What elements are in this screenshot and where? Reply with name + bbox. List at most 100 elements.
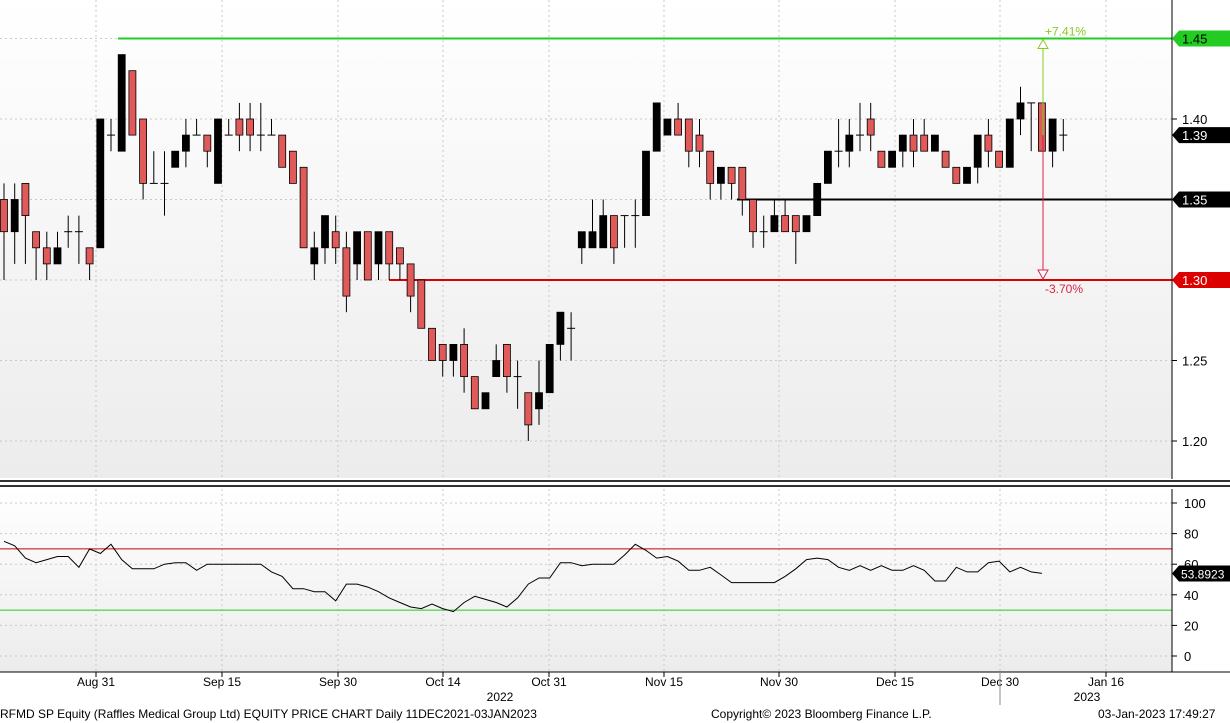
candle-body-up xyxy=(898,134,907,152)
candle xyxy=(438,343,447,377)
candle-body-down xyxy=(738,166,747,200)
candle xyxy=(74,215,83,264)
candle xyxy=(395,247,404,280)
candle xyxy=(888,150,896,168)
candle xyxy=(428,327,436,361)
rsi-last-value-shape xyxy=(1172,565,1230,582)
x-tick-label: Nov 30 xyxy=(760,675,798,689)
level-lines xyxy=(118,37,1172,281)
candle-body-down xyxy=(909,134,918,152)
candle xyxy=(866,102,875,152)
candle xyxy=(588,199,597,249)
candle xyxy=(706,150,715,200)
y-tick-label: 1.25 xyxy=(1182,354,1207,369)
candle xyxy=(481,392,490,410)
candle xyxy=(963,166,971,184)
candle xyxy=(246,102,255,152)
timestamp: 03-Jan-2023 17:49:27 xyxy=(1098,707,1216,721)
candle-body-down xyxy=(502,343,511,377)
candle-body-up xyxy=(10,199,19,233)
candle xyxy=(288,150,297,184)
candle xyxy=(599,199,608,249)
candle xyxy=(256,102,265,152)
candle-body-up xyxy=(1048,118,1057,152)
candle-body-up xyxy=(96,118,105,249)
candle-body-up xyxy=(845,134,854,152)
candle-body-up xyxy=(171,150,180,168)
candle-body-up xyxy=(588,231,597,249)
candle-body-down xyxy=(877,150,886,168)
candle xyxy=(813,182,822,216)
candle-body-down xyxy=(395,247,404,265)
candle-body-up xyxy=(770,215,779,233)
candle xyxy=(642,150,650,216)
candle xyxy=(952,166,961,184)
gain-arrowhead xyxy=(1037,38,1049,49)
x-tick-label: Oct 31 xyxy=(531,675,567,689)
candle-body-up xyxy=(1016,102,1025,120)
candle xyxy=(10,183,19,264)
candle xyxy=(139,118,148,200)
candle xyxy=(149,151,158,184)
candle-body-up xyxy=(652,102,661,152)
resistance-price-tag: 1.45 xyxy=(1182,32,1207,47)
candle-body-down xyxy=(85,247,94,265)
candle xyxy=(759,215,768,248)
candle-body-up xyxy=(214,118,222,184)
candlesticks xyxy=(0,54,1068,441)
candle xyxy=(21,182,30,264)
candle xyxy=(674,102,682,136)
candle xyxy=(610,215,618,264)
candle-body-down xyxy=(278,134,287,168)
loss-arrowhead xyxy=(1037,269,1049,281)
x-tick-label: Aug 31 xyxy=(77,675,115,689)
candle xyxy=(898,134,907,168)
candle-body-down xyxy=(610,215,618,249)
candle xyxy=(181,119,190,168)
candle xyxy=(781,199,789,233)
candle-body-up xyxy=(535,392,543,410)
candle-body-up xyxy=(310,247,319,265)
candle xyxy=(695,119,704,168)
candle-body-up xyxy=(321,215,329,249)
candle xyxy=(224,119,233,136)
resistance-price-tag-shape xyxy=(1172,30,1230,47)
candle-body-up xyxy=(117,54,126,152)
candle xyxy=(470,376,479,410)
candle-body-up xyxy=(374,231,383,265)
candle xyxy=(556,311,565,361)
candle xyxy=(791,215,800,264)
candle-body-down xyxy=(866,118,875,136)
candle xyxy=(310,231,319,280)
candle xyxy=(877,150,886,168)
candle xyxy=(1005,118,1014,168)
candle xyxy=(749,199,757,248)
candle-body-up xyxy=(802,215,811,233)
candle xyxy=(620,215,629,248)
candle xyxy=(524,392,533,441)
candle xyxy=(502,343,511,393)
candle-body-up xyxy=(824,150,832,184)
candle-body-down xyxy=(727,166,736,184)
candle xyxy=(824,150,832,184)
candle-body-up xyxy=(931,134,939,152)
annotations: +7.41% -3.70% xyxy=(1037,25,1086,296)
candle-body-down xyxy=(299,166,308,249)
year-label: 2023 xyxy=(1074,690,1101,704)
candle xyxy=(385,231,394,280)
candle-body-down xyxy=(749,199,757,233)
candle-body-down xyxy=(32,231,40,249)
price-panel-background xyxy=(0,0,1172,478)
candle xyxy=(577,231,586,264)
candle xyxy=(909,119,918,168)
candle-body-down xyxy=(139,118,148,184)
candle xyxy=(567,312,576,361)
candle xyxy=(374,231,383,280)
candle xyxy=(32,231,40,280)
candle-body-down xyxy=(995,150,1003,168)
candle xyxy=(1016,86,1025,136)
rsi-y-tick-label: 40 xyxy=(1184,588,1198,603)
candle-body-down xyxy=(1038,102,1046,152)
candle xyxy=(684,118,693,168)
